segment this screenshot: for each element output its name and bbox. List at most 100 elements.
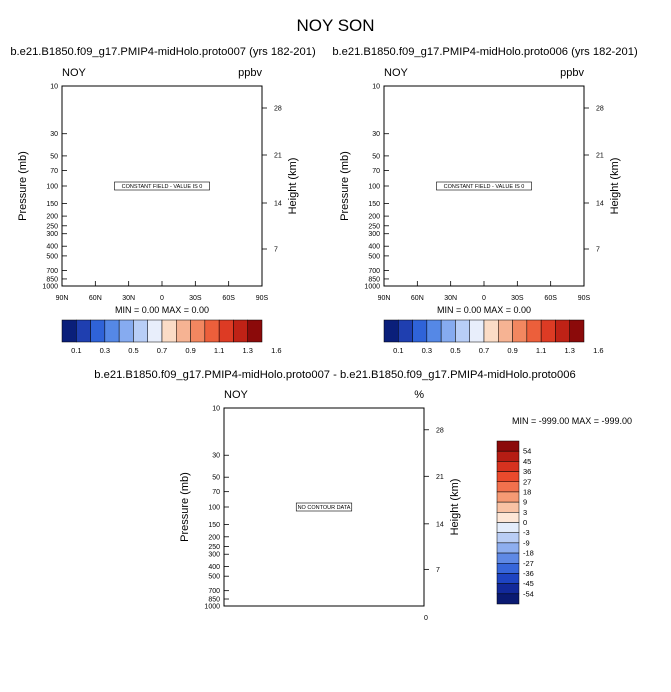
colorbar-label: -18 (523, 549, 534, 558)
variable-label: NOY (384, 67, 409, 79)
colorbar-swatch (118, 319, 134, 343)
panel-3: b.e21.B1850.f09_g17.PMIP4-midHolo.proto0… (94, 369, 632, 622)
stats-text: MIN = -999.00 MAX = -999.00 (512, 416, 632, 426)
units-label: % (414, 389, 424, 401)
y-tick-label: 250 (208, 544, 220, 551)
y2-tick-label: 21 (274, 153, 282, 160)
y-tick-label: 700 (46, 268, 58, 275)
stats-min: 0.00 (464, 305, 484, 315)
stats-min-label: MIN = (437, 305, 464, 315)
plot-message: CONSTANT FIELD - VALUE IS 0 (444, 184, 525, 190)
colorbar-label: 27 (523, 477, 531, 486)
y-tick-label: 1000 (364, 284, 380, 291)
stats-max-label: MAX = (162, 305, 192, 315)
colorbar-label: -54 (523, 589, 534, 598)
colorbar-swatch (496, 440, 520, 452)
colorbar-swatch (383, 319, 399, 343)
x-tick-label: 60S (544, 295, 557, 302)
colorbar-swatch (540, 319, 556, 343)
x-tick-label: 90N (56, 295, 69, 302)
colorbar-label: 45 (523, 457, 531, 466)
y2-tick-label: 21 (596, 153, 604, 160)
colorbar-swatch (176, 319, 191, 343)
plot-message: NO CONTOUR DATA (298, 505, 351, 511)
y2-tick-label: 14 (274, 201, 282, 208)
x-tick-label: 30N (122, 295, 135, 302)
y-tick-label: 500 (208, 574, 220, 581)
colorbar-label: 0.7 (479, 346, 489, 355)
colorbar-swatch (496, 552, 520, 564)
y-tick-label: 400 (46, 244, 58, 251)
colorbar-label: 36 (523, 467, 531, 476)
y2-tick-label: 7 (436, 567, 440, 574)
y-tick-label: 100 (46, 184, 58, 191)
x-tick-label: 0 (482, 295, 486, 302)
plot-frame (61, 85, 263, 287)
plot-frame (223, 407, 425, 607)
y-tick-label: 70 (50, 168, 58, 175)
units-label: ppbv (238, 67, 262, 79)
colorbar-label: 1.3 (564, 346, 574, 355)
y2-tick-label: 28 (596, 106, 604, 113)
y2-axis-label: Height (km) (449, 479, 461, 536)
colorbar-swatch (483, 319, 499, 343)
y2-tick-label: 28 (436, 427, 444, 434)
colorbar-label: 0.1 (71, 346, 81, 355)
colorbar-label: 3 (523, 508, 527, 517)
units-label: ppbv (560, 67, 584, 79)
y-tick-label: 250 (368, 223, 380, 230)
stats-min: -999.00 (539, 416, 572, 426)
y-tick-label: 500 (46, 253, 58, 260)
x-tick-label: 30S (511, 295, 524, 302)
y-axis-label: Pressure (mb) (179, 472, 191, 542)
stats-text: MIN = 0.00 MAX = 0.00 (437, 305, 531, 315)
panel-title: b.e21.B1850.f09_g17.PMIP4-midHolo.proto0… (332, 46, 638, 58)
y-tick-label: 250 (46, 223, 58, 230)
stats-max: -999.00 (602, 416, 633, 426)
x-tick-label: 90N (378, 295, 391, 302)
colorbar-swatch (61, 319, 77, 343)
colorbar-swatch (496, 501, 520, 513)
colorbar: 0.1 0.3 0.5 0.7 0.9 1.1 1.3 1.6 (61, 319, 282, 355)
stats-max-label: MAX = (484, 305, 514, 315)
colorbar-swatch (104, 319, 120, 343)
colorbar-swatch (496, 563, 520, 574)
y-tick-label: 50 (50, 153, 58, 160)
x-tick-label: 30N (444, 295, 457, 302)
colorbar-swatch (496, 461, 520, 472)
colorbar-swatch (496, 532, 520, 544)
colorbar-swatch (569, 319, 585, 343)
y-tick-label: 1000 (42, 284, 58, 291)
colorbar-label: -36 (523, 569, 534, 578)
colorbar-label: 54 (523, 447, 531, 456)
y-tick-label: 30 (372, 131, 380, 138)
colorbar-label: 1.6 (593, 346, 603, 355)
colorbar-swatch (190, 319, 206, 343)
y-tick-label: 50 (372, 153, 380, 160)
colorbar-label: 1.1 (536, 346, 546, 355)
y-tick-label: 10 (50, 84, 58, 91)
y-tick-label: 1000 (204, 604, 220, 611)
colorbar-label: -27 (523, 559, 534, 568)
colorbar-swatch (412, 319, 428, 343)
colorbar-swatch (247, 319, 263, 343)
y-tick-label: 850 (46, 276, 58, 283)
y-tick-label: 200 (208, 534, 220, 541)
colorbar-label: 0.9 (507, 346, 517, 355)
y-tick-label: 200 (368, 214, 380, 221)
colorbar-label: 0.5 (450, 346, 460, 355)
stats-min-label: MIN = (512, 416, 539, 426)
y-tick-label: 30 (50, 131, 58, 138)
y-tick-label: 100 (368, 184, 380, 191)
y-tick-label: 30 (212, 453, 220, 460)
colorbar-label: 0.1 (393, 346, 403, 355)
colorbar-swatch (496, 593, 520, 605)
y-tick-label: 300 (208, 552, 220, 559)
colorbar-label: 1.3 (242, 346, 252, 355)
y-tick-label: 400 (208, 564, 220, 571)
colorbar-label: 0.7 (157, 346, 167, 355)
stats-text: MIN = 0.00 MAX = 0.00 (115, 305, 209, 315)
colorbar-label: 1.1 (214, 346, 224, 355)
x-tick-label: 60N (89, 295, 102, 302)
